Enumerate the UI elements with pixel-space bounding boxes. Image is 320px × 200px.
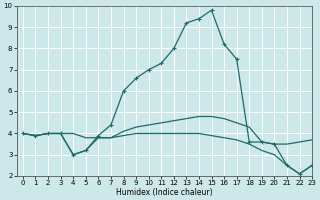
X-axis label: Humidex (Indice chaleur): Humidex (Indice chaleur) — [116, 188, 213, 197]
